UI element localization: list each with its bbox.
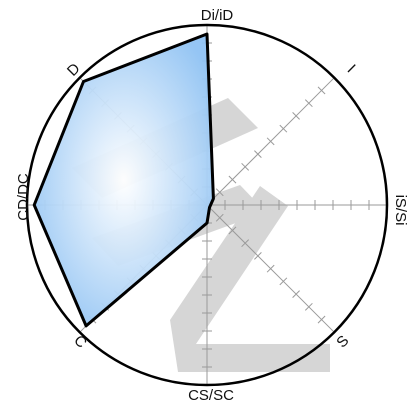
axis-tick-i xyxy=(241,162,250,171)
axis-tick-i xyxy=(292,112,300,120)
axis-tick-i xyxy=(317,86,326,95)
axis-tick-i xyxy=(304,99,313,108)
axis-tick-s xyxy=(215,213,224,222)
axis-tick-i xyxy=(254,150,262,158)
outer-circle xyxy=(25,23,389,387)
axis-tick-s xyxy=(304,302,313,311)
axis-label-i: I xyxy=(344,61,359,76)
axis-tick-i xyxy=(215,188,224,197)
axis-label-isi: iS/Si xyxy=(392,195,409,226)
axis-tick-i xyxy=(228,175,237,184)
axis-tick-i xyxy=(266,137,275,146)
axis-tick-s xyxy=(317,315,326,324)
axis-tick-s xyxy=(279,277,288,286)
axis-tick-s xyxy=(241,239,250,248)
axis-label-cs: CS/SC xyxy=(188,387,234,404)
axis-tick-s xyxy=(228,226,237,235)
axis-label-di: Di/iD xyxy=(201,7,234,24)
watermark-bar-right xyxy=(170,186,330,372)
axis-tick-s xyxy=(266,264,275,273)
axis-tick-s xyxy=(254,252,262,260)
axis-label-c: C xyxy=(70,332,90,352)
axis-label-cd: CD/DC xyxy=(15,173,32,221)
axis-tick-s xyxy=(292,290,300,298)
profile-shape xyxy=(32,32,215,328)
axis-tick-i xyxy=(279,124,288,133)
axis-label-s: S xyxy=(333,332,352,351)
